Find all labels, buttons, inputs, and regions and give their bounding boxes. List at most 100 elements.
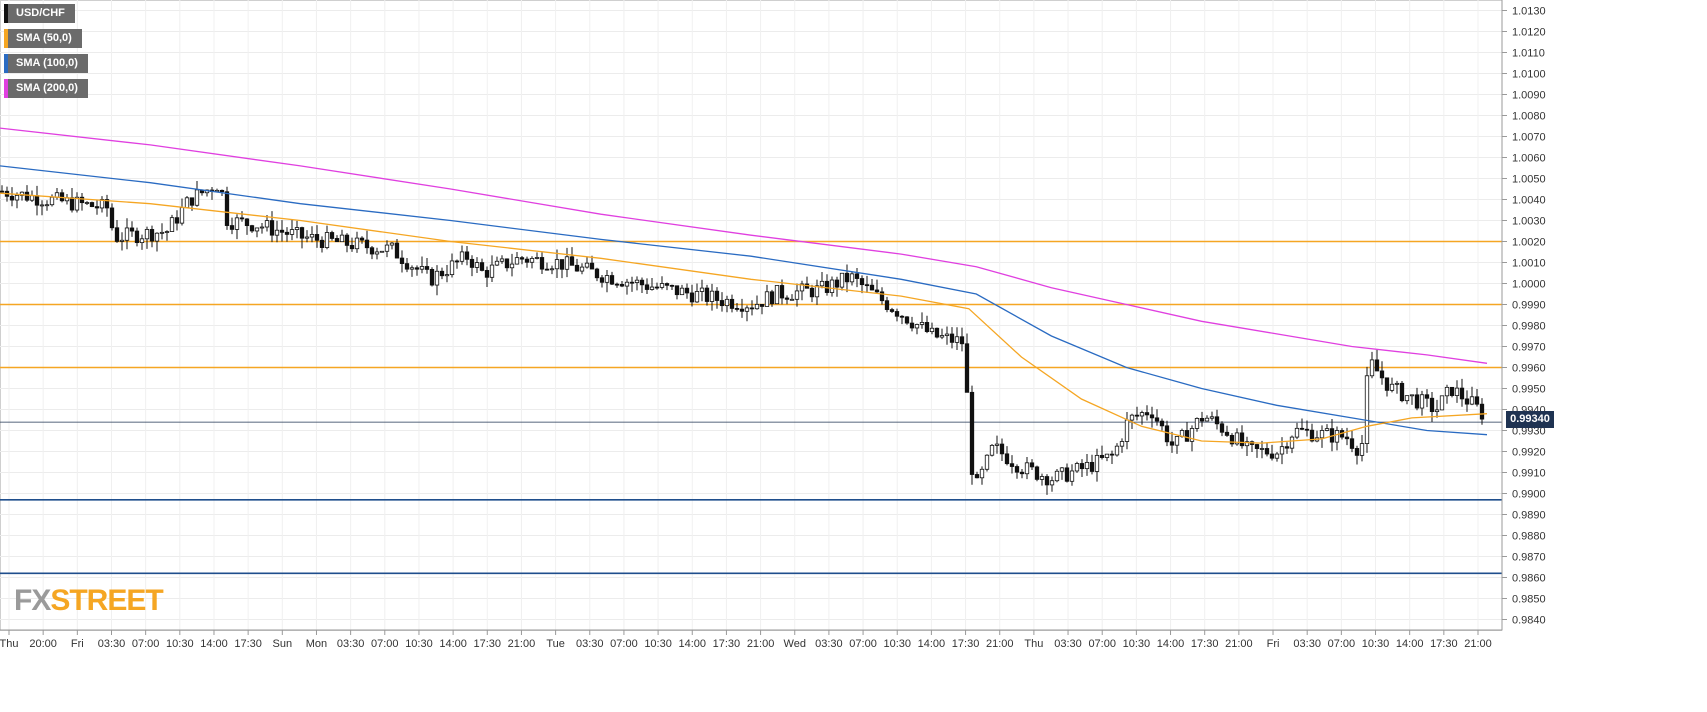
candle-body [549,268,555,271]
candle-body [519,257,525,260]
candle [139,234,145,250]
candle [264,215,270,232]
y-tick-label: 0.9990 [1512,300,1546,312]
candle-body [259,226,265,229]
candle [554,249,560,278]
x-tick-label: 07:00 [371,638,399,650]
candle [819,271,825,289]
candle-body [809,287,815,298]
candle-body [1209,416,1215,419]
candle [749,300,755,316]
candle-body [1039,476,1045,480]
candle-body [254,227,260,232]
candle [734,302,740,312]
candle-body [1199,418,1205,422]
candle [839,272,845,291]
candle-body [919,322,925,325]
candle [784,295,790,305]
candle [154,232,160,252]
candle-body [1204,417,1210,422]
x-tick-label: Fri [71,638,84,650]
candle-body [184,197,190,209]
candle-body [834,279,840,288]
candle [754,295,760,310]
candle [479,258,485,272]
candle-body [1294,427,1300,438]
x-tick-label: 10:30 [1123,638,1151,650]
candle [449,253,455,278]
candle-body [889,309,895,312]
y-tick-label: 0.9840 [1512,615,1546,627]
candle-body [574,264,580,272]
candle-body [984,454,990,470]
candle [509,253,515,277]
candle [54,188,60,200]
candle-body [1474,396,1480,405]
candle [1109,450,1115,465]
y-tick-label: 0.9980 [1512,321,1546,333]
candle-body [1024,462,1030,475]
candle [24,185,30,202]
candle-body [59,192,65,202]
candle-body [1019,471,1025,475]
candle-body [434,270,440,286]
x-tick-label: Sun [273,638,293,650]
candle [1344,427,1350,446]
candle-body [1129,414,1135,421]
legend-item-sma200[interactable]: SMA (200,0) [4,79,88,98]
candle [979,466,985,485]
x-tick-label: 14:00 [918,638,946,650]
candle-body [24,191,30,201]
candle-body [1119,441,1125,447]
candle-body [314,234,320,241]
candle-body [684,287,690,294]
candle-body [384,244,390,252]
candle-body [1044,476,1050,486]
candle [934,327,940,339]
x-tick-label: 03:30 [815,638,843,650]
candle-body [1304,428,1310,431]
candle-body [169,217,175,232]
x-tick-label: 17:30 [952,638,980,650]
candle [594,267,600,282]
legend-label: SMA (100,0) [16,57,78,69]
candle-body [1104,453,1110,458]
legend-item-usdchf[interactable]: USD/CHF [4,4,75,23]
candle [434,265,440,296]
candle [949,327,955,349]
candle-body [689,292,695,303]
candle [769,289,775,307]
candle-body [704,287,710,302]
x-tick-label: 03:30 [576,638,604,650]
candle [209,186,215,200]
y-tick-label: 0.9860 [1512,573,1546,585]
candle-body [1419,394,1425,409]
x-tick-label: Fri [1267,638,1280,650]
candle-body [49,196,55,206]
legend-item-sma50[interactable]: SMA (50,0) [4,29,82,48]
candle [424,258,430,274]
candle [74,192,80,213]
candle [1469,386,1475,406]
y-axis: 1.0130 1.0120 1.0110 1.0100 1.0090 1.0080 1.00… [1501,0,1546,630]
legend-item-sma100[interactable]: SMA (100,0) [4,54,88,73]
candle [719,292,725,312]
candle-body [269,220,275,236]
candle [34,185,40,216]
candle [19,191,25,201]
candle-body [934,327,940,338]
candle [854,267,860,288]
x-tick-label: 10:30 [166,638,194,650]
candle [1274,451,1280,462]
y-tick-label: 0.9960 [1512,363,1546,375]
candle-body [789,298,795,301]
x-tick-label: 10:30 [1362,638,1390,650]
fxstreet-logo: FXSTREET [14,584,164,618]
candle-body [304,236,310,239]
candle-body [1429,397,1435,413]
candle-body [29,195,35,201]
candle-body [954,336,960,343]
x-tick-label: 20:00 [29,638,57,650]
candle [759,303,765,315]
candle-body [1184,430,1190,442]
